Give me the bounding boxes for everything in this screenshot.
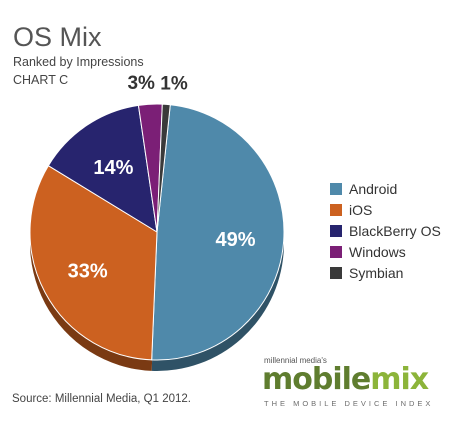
chart-title: OS Mix [13, 22, 102, 52]
legend: Android iOS BlackBerry OS Windows Symbia… [330, 178, 441, 283]
pie-label-android: 49% [215, 229, 255, 251]
legend-label-android: Android [349, 180, 398, 197]
legend-item-android: Android [330, 178, 441, 199]
legend-item-ios: iOS [330, 199, 441, 220]
legend-swatch-blackberry [330, 224, 342, 237]
pie-label-ios: 33% [68, 261, 108, 283]
pie-slice-android [151, 104, 285, 361]
legend-item-symbian: Symbian [330, 262, 441, 283]
legend-swatch-windows [330, 245, 342, 258]
legend-item-windows: Windows [330, 241, 441, 262]
legend-swatch-ios [330, 203, 342, 216]
legend-label-windows: Windows [349, 243, 406, 260]
pie-slice-blackberry-os [47, 104, 158, 233]
legend-label-ios: iOS [349, 201, 373, 218]
brand-tagline: THE MOBILE DEVICE INDEX [264, 399, 434, 408]
chart-label: CHART C [13, 73, 69, 87]
legend-swatch-android [330, 182, 342, 195]
pie-slice-symbian [156, 103, 171, 233]
brand-small-text: millennial media's [264, 356, 327, 365]
brand-logo: millennial media's mobilemix THE MOBILE … [262, 356, 447, 416]
pie-label-windows: 3% [127, 73, 155, 94]
chart-subtitle: Ranked by Impressions [13, 55, 144, 69]
pie-label-symbian: 1% [160, 73, 188, 94]
source-note: Source: Millennial Media, Q1 2012. [12, 393, 191, 405]
pie-label-blackberry-os: 14% [93, 157, 133, 179]
legend-label-blackberry: BlackBerry OS [349, 222, 441, 239]
brand-word-mobile: mobile [262, 362, 371, 397]
legend-item-blackberry: BlackBerry OS [330, 220, 441, 241]
legend-label-symbian: Symbian [349, 264, 404, 281]
brand-wordmark: mobilemix [262, 362, 429, 397]
brand-word-mix: mix [370, 362, 429, 397]
pie-slice-ios [29, 165, 158, 361]
legend-swatch-symbian [330, 266, 342, 279]
